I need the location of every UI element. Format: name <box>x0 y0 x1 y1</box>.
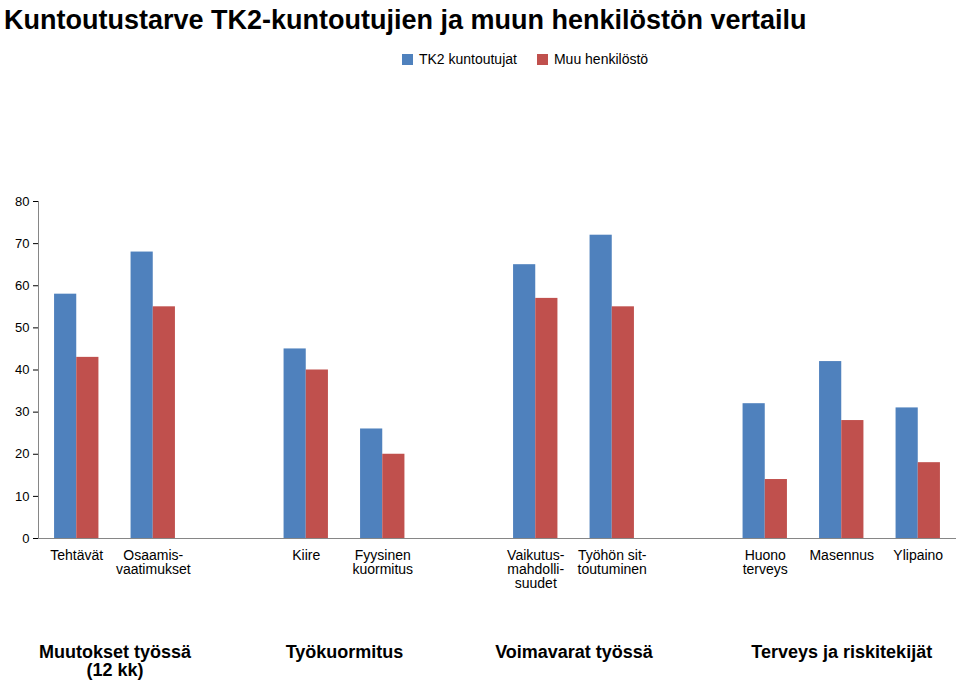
svg-text:Masennus: Masennus <box>809 547 874 563</box>
svg-text:Muutokset työssä(12 kk): Muutokset työssä(12 kk) <box>39 642 192 680</box>
svg-text:Ylipaino: Ylipaino <box>893 547 943 563</box>
svg-text:0: 0 <box>22 531 29 546</box>
svg-text:10: 10 <box>15 489 29 504</box>
html-text:Kuntoutustarve TK2-kuntoutujie: Kuntoutustarve TK2-kuntoutujien ja muun … <box>4 5 807 35</box>
svg-text:70: 70 <box>15 236 29 251</box>
html-text:TK2 kuntoutujat: TK2 kuntoutujat <box>418 51 517 67</box>
svg-text:Terveys ja riskitekijät: Terveys ja riskitekijät <box>751 642 932 662</box>
svg-text:Työkuormitus: Työkuormitus <box>286 642 404 662</box>
svg-text:20: 20 <box>15 446 29 461</box>
svg-text:80: 80 <box>15 194 29 209</box>
svg-text:Vaikutus-mahdolli-suudet: Vaikutus-mahdolli-suudet <box>507 547 565 591</box>
svg-text:Huonoterveys: Huonoterveys <box>743 547 788 577</box>
svg-text:Fyysinenkuormitus: Fyysinenkuormitus <box>352 547 413 577</box>
svg-text:50: 50 <box>15 320 29 335</box>
svg-text:Kiire: Kiire <box>292 547 320 563</box>
svg-text:Työhön sit-toutuminen: Työhön sit-toutuminen <box>578 547 647 577</box>
html-text:Muu henkilöstö: Muu henkilöstö <box>553 51 649 67</box>
svg-text:40: 40 <box>15 362 29 377</box>
svg-text:Voimavarat työssä: Voimavarat työssä <box>495 642 654 662</box>
svg-text:Osaamis-vaatimukset: Osaamis-vaatimukset <box>116 547 191 577</box>
svg-text:30: 30 <box>15 404 29 419</box>
svg-text:60: 60 <box>15 278 29 293</box>
svg-text:Tehtävät: Tehtävät <box>50 547 103 563</box>
